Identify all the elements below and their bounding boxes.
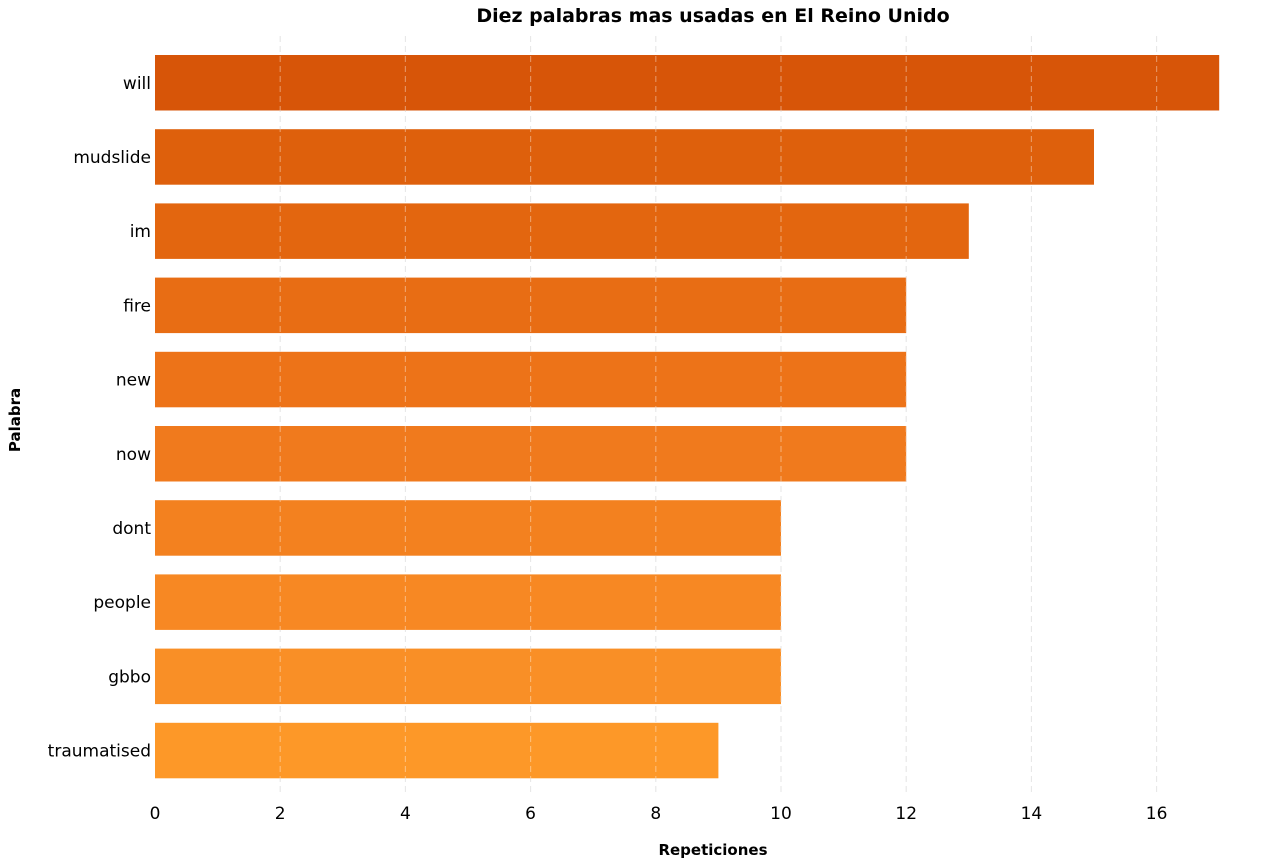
x-tick-label: 16 (1146, 804, 1168, 824)
category-label: will (123, 74, 151, 94)
category-label: now (116, 445, 151, 465)
category-label: people (93, 593, 151, 613)
category-label: new (116, 371, 151, 391)
bar-traumatised (155, 722, 719, 779)
category-label: fire (123, 296, 151, 316)
x-tick-label: 4 (400, 804, 411, 824)
x-tick-label: 6 (525, 804, 536, 824)
x-tick-label: 8 (650, 804, 661, 824)
bar-dont (155, 500, 781, 556)
category-labels: will mudslide im fire new now dont people gbbo tr… (48, 74, 152, 762)
category-label: traumatised (48, 742, 151, 762)
category-label: gbbo (108, 667, 151, 687)
bar-mudslide (155, 129, 1094, 185)
bar-gbbo (155, 648, 781, 705)
category-label: im (130, 222, 151, 242)
bar-now (155, 426, 907, 482)
bar-will (155, 55, 1220, 111)
x-tick-labels: 0 2 4 6 8 10 12 14 16 (150, 804, 1168, 824)
x-tick-label: 2 (275, 804, 286, 824)
category-label: mudslide (73, 148, 151, 168)
y-axis-label: Palabra (6, 388, 24, 452)
x-tick-label: 0 (150, 804, 161, 824)
x-tick-label: 14 (1021, 804, 1043, 824)
category-label: dont (112, 519, 151, 539)
bar-people (155, 574, 781, 630)
chart-title: Diez palabras mas usadas en El Reino Uni… (476, 5, 949, 27)
grid-overlay (279, 36, 1158, 793)
x-axis-label: Repeticiones (658, 841, 767, 859)
bar-im (155, 203, 969, 259)
bar-new (155, 351, 907, 408)
x-tick-label: 12 (895, 804, 917, 824)
bars (155, 55, 1220, 779)
bar-fire (155, 277, 907, 334)
x-tick-label: 10 (770, 804, 792, 824)
